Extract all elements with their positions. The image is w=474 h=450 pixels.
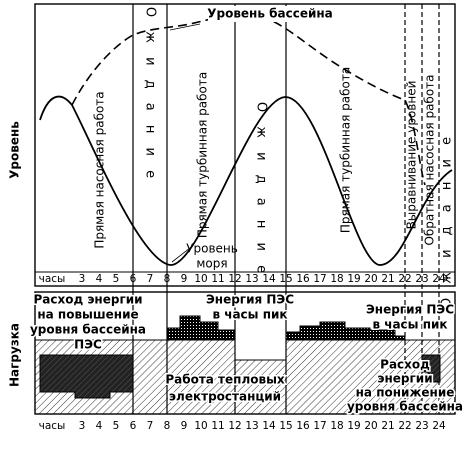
hour-label: 16 xyxy=(296,273,310,285)
phase-label: О ж и д а н и е xyxy=(254,102,269,278)
hour-label: часы xyxy=(39,420,66,432)
peak-energy-area xyxy=(285,321,406,341)
hour-label: 21 xyxy=(381,420,394,432)
hour-label: часы xyxy=(39,273,66,285)
phase-label: О ж и д а н и е xyxy=(143,7,158,183)
label: Расход энергии xyxy=(33,293,142,307)
label: Энергия ПЭС xyxy=(366,303,454,317)
label: Работа тепловых xyxy=(165,373,285,387)
axis-title: Уровень xyxy=(8,121,22,179)
hour-label: 5 xyxy=(113,420,120,432)
hour-label: 17 xyxy=(313,273,326,285)
phase-label: Прямая насосная работа xyxy=(93,91,107,248)
label: Энергия ПЭС xyxy=(206,293,294,307)
hour-label: 16 xyxy=(296,420,310,432)
leader xyxy=(169,23,201,31)
hour-label: 3 xyxy=(79,420,86,432)
phase-label: Прямая турбинная работа xyxy=(339,67,353,233)
hour-label: 7 xyxy=(147,273,154,285)
hour-label: 8 xyxy=(164,273,171,285)
hour-label: 20 xyxy=(364,273,377,285)
label: уровня бассейна xyxy=(30,323,146,337)
hour-label: 15 xyxy=(279,273,292,285)
hour-label: 24 xyxy=(432,273,446,285)
hour-label: 11 xyxy=(211,420,224,432)
hour-label: 17 xyxy=(313,420,326,432)
peak-energy-area xyxy=(166,315,236,341)
phase-label: Выравнивание уровней xyxy=(405,81,419,230)
hour-label: 13 xyxy=(245,420,258,432)
hour-label: 13 xyxy=(245,273,258,285)
label: Уровень бассейна xyxy=(207,7,333,21)
hour-label: 18 xyxy=(330,420,343,432)
label: уровня бассейна xyxy=(347,400,463,414)
label: моря xyxy=(196,257,227,271)
axis-title: Нагрузка xyxy=(8,323,22,387)
hour-label: 5 xyxy=(113,273,120,285)
hour-label: 19 xyxy=(347,273,360,285)
hour-label: 12 xyxy=(228,273,241,285)
hour-label: 23 xyxy=(415,273,428,285)
phase-label: О ж и д а н и е xyxy=(440,132,455,308)
hour-label: 19 xyxy=(347,420,360,432)
phase-label: Прямая турбинная работа xyxy=(196,72,210,238)
labels: Уровень бассейна Уровень Нагрузка Прямая… xyxy=(8,6,455,387)
hour-label: 15 xyxy=(279,420,292,432)
label: Уровень xyxy=(186,242,238,256)
sea-level-curve xyxy=(39,95,453,266)
hour-label: 24 xyxy=(432,420,446,432)
leader xyxy=(171,247,191,263)
basin-level-curve xyxy=(71,13,426,186)
hour-label: 9 xyxy=(181,273,188,285)
hour-label: 6 xyxy=(130,273,137,285)
label: Расход xyxy=(380,358,430,372)
label: на повышение xyxy=(37,308,138,322)
label: ПЭС xyxy=(74,338,102,352)
hour-label: 8 xyxy=(164,420,171,432)
hour-label: 7 xyxy=(147,420,154,432)
hour-label: 22 xyxy=(398,420,411,432)
label: на понижение xyxy=(356,386,455,400)
label: в часы пик xyxy=(372,318,447,332)
hour-label: 4 xyxy=(96,273,103,285)
pump-up-area xyxy=(39,354,134,399)
level-curves xyxy=(39,13,453,266)
load-areas xyxy=(34,315,456,415)
hour-label: 10 xyxy=(194,273,207,285)
hour-label: 4 xyxy=(96,420,103,432)
hour-label: 18 xyxy=(330,273,343,285)
pump-down-area xyxy=(421,354,441,383)
label: электростанций xyxy=(169,390,281,404)
hour-label: 23 xyxy=(415,420,428,432)
label: в часы пик xyxy=(212,308,287,322)
hour-label: 6 xyxy=(130,420,137,432)
hour-label: 20 xyxy=(364,420,377,432)
phase-label: Обратная насосная работа xyxy=(423,74,437,245)
hour-label: 9 xyxy=(181,420,188,432)
label: энергии xyxy=(377,372,432,386)
hour-label: 12 xyxy=(228,420,241,432)
hour-label: 3 xyxy=(79,273,86,285)
hour-label: 11 xyxy=(211,273,224,285)
hour-label: 21 xyxy=(381,273,394,285)
hour-label: 10 xyxy=(194,420,207,432)
hour-label: 22 xyxy=(398,273,411,285)
hour-label: 14 xyxy=(262,273,276,285)
hour-label: 14 xyxy=(262,420,276,432)
